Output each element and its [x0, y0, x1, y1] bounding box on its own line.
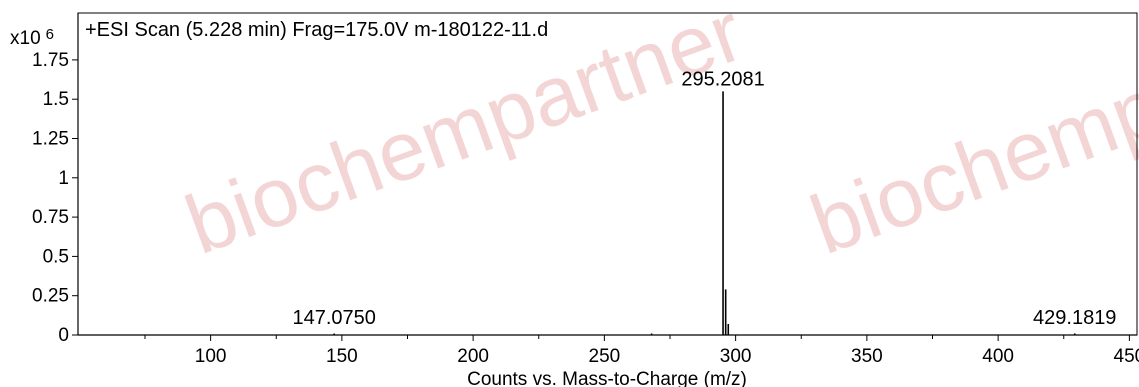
y-tick-label: 1.5 [43, 89, 69, 110]
y-tick-label: 1.75 [32, 50, 69, 71]
peak-label: 429.1819 [1033, 307, 1116, 329]
peak-label: 295.2081 [681, 68, 764, 90]
y-tick-label: 0.75 [32, 207, 69, 228]
y-multiplier: x10 6 [10, 26, 54, 49]
peak-label: 147.0750 [292, 307, 375, 329]
x-tick-label: 350 [851, 346, 883, 367]
y-multiplier-base: x10 [10, 28, 41, 49]
y-tick-label: 1.25 [32, 129, 69, 150]
x-axis-title: Counts vs. Mass-to-Charge (m/z) [467, 369, 747, 387]
y-tick-label: 0.5 [43, 246, 69, 267]
x-tick-label: 300 [720, 346, 752, 367]
x-ticks: 1001502002503003504004505005506006507007… [144, 335, 1139, 367]
y-ticks: 0 0.25 0.5 0.75 1 1.25 1.5 1.75 [32, 50, 78, 346]
x-tick-label: 400 [982, 346, 1014, 367]
watermark-text: biochempartner [799, 0, 1139, 272]
y-tick-label: 0.25 [32, 286, 69, 307]
y-tick-label: 0 [58, 325, 69, 346]
x-tick-label: 250 [589, 346, 621, 367]
x-tick-label: 150 [326, 346, 358, 367]
peaks [333, 91, 1076, 335]
x-tick-label: 450 [1114, 346, 1139, 367]
x-tick-label: 100 [195, 346, 227, 367]
x-tick-label: 200 [457, 346, 489, 367]
y-multiplier-exponent: 6 [46, 26, 54, 43]
chart-title: +ESI Scan (5.228 min) Frag=175.0V m-1801… [85, 19, 548, 41]
y-tick-label: 1 [58, 168, 69, 189]
